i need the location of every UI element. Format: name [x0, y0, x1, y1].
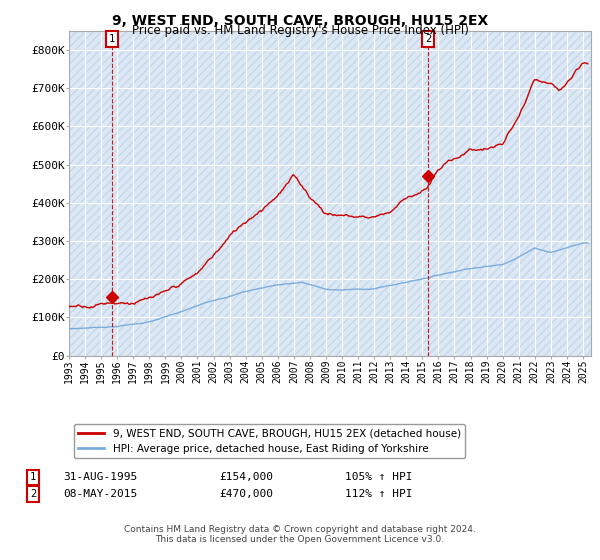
Text: 9, WEST END, SOUTH CAVE, BROUGH, HU15 2EX: 9, WEST END, SOUTH CAVE, BROUGH, HU15 2E…	[112, 14, 488, 28]
Text: 2: 2	[425, 34, 431, 44]
Text: 2: 2	[30, 489, 36, 499]
Legend: 9, WEST END, SOUTH CAVE, BROUGH, HU15 2EX (detached house), HPI: Average price, : 9, WEST END, SOUTH CAVE, BROUGH, HU15 2E…	[74, 424, 465, 458]
Text: £470,000: £470,000	[219, 489, 273, 499]
Text: 08-MAY-2015: 08-MAY-2015	[63, 489, 137, 499]
Text: £154,000: £154,000	[219, 472, 273, 482]
Text: 1: 1	[30, 472, 36, 482]
Text: 31-AUG-1995: 31-AUG-1995	[63, 472, 137, 482]
Text: 112% ↑ HPI: 112% ↑ HPI	[345, 489, 413, 499]
Text: Contains HM Land Registry data © Crown copyright and database right 2024.
This d: Contains HM Land Registry data © Crown c…	[124, 525, 476, 544]
Text: 1: 1	[109, 34, 115, 44]
Text: 105% ↑ HPI: 105% ↑ HPI	[345, 472, 413, 482]
Text: Price paid vs. HM Land Registry's House Price Index (HPI): Price paid vs. HM Land Registry's House …	[131, 24, 469, 37]
